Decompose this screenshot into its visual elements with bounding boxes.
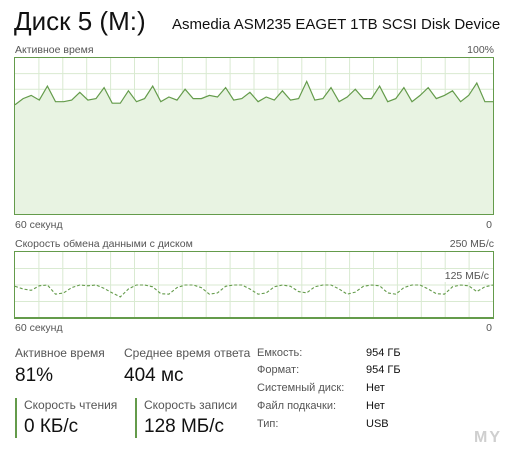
capacity-value: 954 ГБ	[366, 347, 401, 359]
active-time-graph-label: Активное время	[15, 44, 94, 56]
active-time-stat-label: Активное время	[15, 346, 105, 360]
transfer-graph-time-span: 60 секунд	[15, 322, 63, 334]
write-speed-indicator	[135, 398, 137, 438]
transfer-graph-canvas	[15, 252, 493, 318]
avg-response-value: 404 мс	[124, 365, 184, 386]
active-time-graph-max: 100%	[467, 44, 494, 56]
active-time-stat-value: 81%	[15, 365, 54, 386]
format-value: 954 ГБ	[366, 364, 401, 376]
device-name: Asmedia ASM235 EAGET 1TB SCSI Disk Devic…	[172, 16, 501, 33]
watermark: MY	[474, 429, 502, 446]
active-time-line	[15, 79, 493, 106]
active-time-graph	[14, 57, 494, 215]
page-file-value: Нет	[366, 400, 385, 412]
transfer-graph-max: 250 МБ/с	[449, 238, 494, 250]
write-speed-value: 128 МБ/с	[144, 416, 225, 437]
page-file-label: Файл подкачки:	[257, 400, 337, 412]
read-speed-label: Скорость чтения	[24, 398, 118, 412]
capacity-label: Емкость:	[257, 347, 303, 359]
transfer-graph-scale: 125 МБ/с	[443, 270, 490, 282]
write-rate-line	[15, 284, 493, 298]
transfer-graph-min: 0	[486, 322, 492, 334]
read-speed-value: 0 КБ/с	[24, 416, 79, 437]
active-time-graph-time-span: 60 секунд	[15, 219, 63, 231]
active-time-graph-min: 0	[486, 219, 492, 231]
transfer-graph	[14, 251, 494, 319]
format-label: Формат:	[257, 364, 300, 376]
active-time-graph-canvas	[15, 58, 493, 214]
transfer-graph-label: Скорость обмена данными с диском	[15, 238, 193, 250]
disk-title: Диск 5 (M:)	[14, 6, 146, 36]
system-disk-label: Системный диск:	[257, 382, 345, 394]
write-speed-label: Скорость записи	[144, 398, 238, 412]
read-speed-indicator	[15, 398, 17, 438]
type-value: USB	[366, 418, 389, 430]
avg-response-label: Среднее время ответа	[124, 346, 251, 360]
active-time-area	[15, 81, 493, 214]
system-disk-value: Нет	[366, 382, 385, 394]
type-label: Тип:	[257, 418, 279, 430]
